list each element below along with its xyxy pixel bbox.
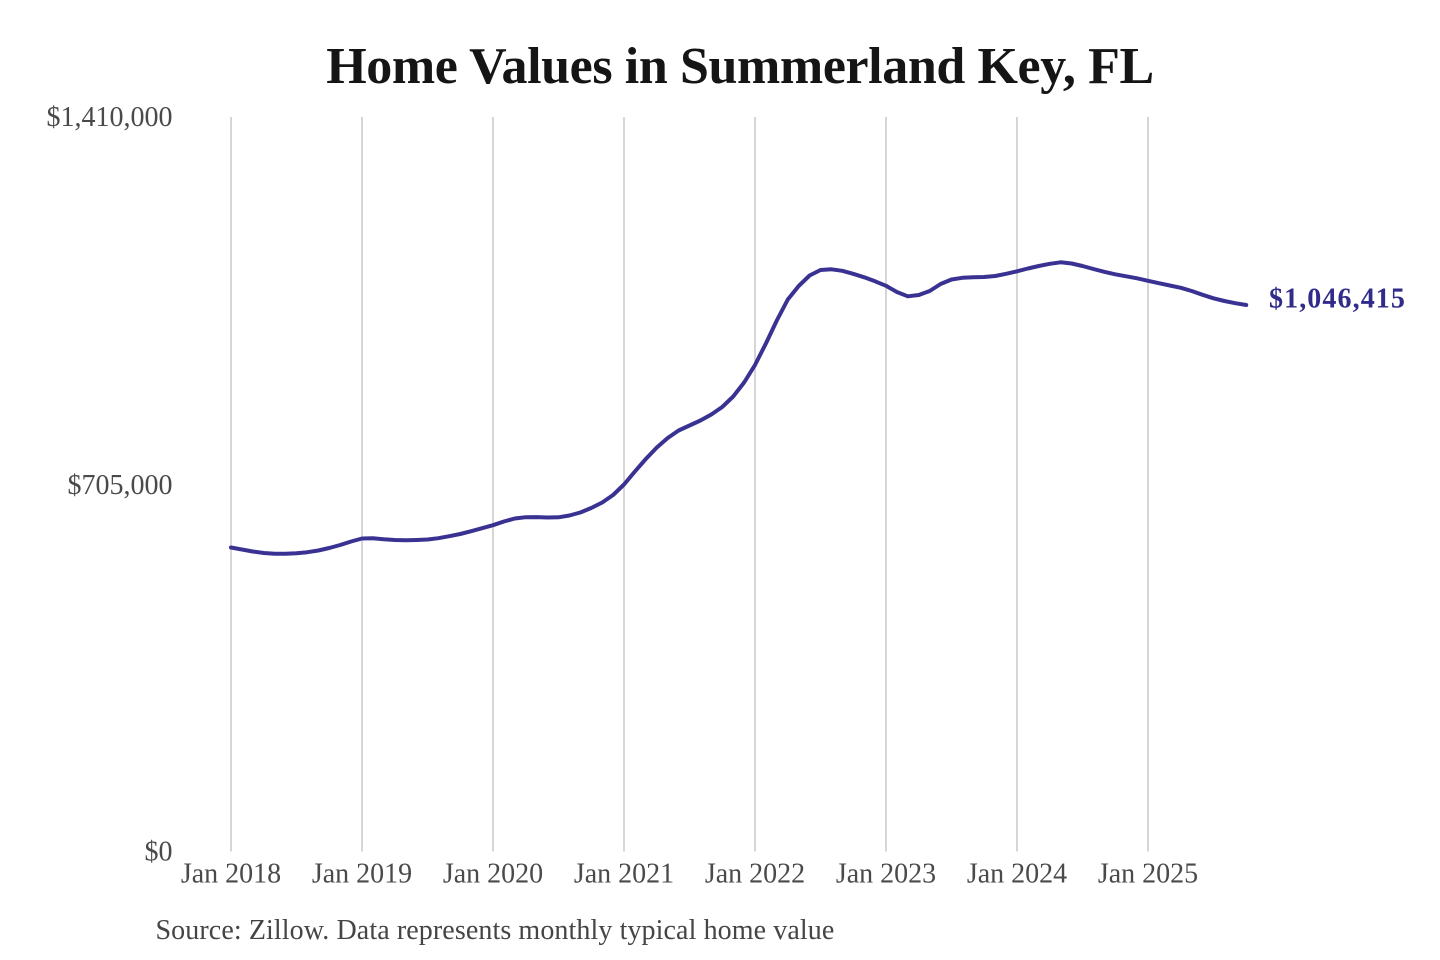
- svg-text:Jan 2025: Jan 2025: [1098, 859, 1198, 890]
- svg-text:Jan 2018: Jan 2018: [181, 859, 281, 890]
- svg-text:$1,046,415: $1,046,415: [1269, 284, 1406, 315]
- svg-text:Home Values in Summerland Key,: Home Values in Summerland Key, FL: [326, 38, 1154, 95]
- svg-text:Jan 2021: Jan 2021: [574, 859, 674, 890]
- svg-text:$705,000: $705,000: [68, 470, 173, 501]
- svg-text:Jan 2020: Jan 2020: [443, 859, 543, 890]
- svg-text:$0: $0: [145, 837, 173, 868]
- svg-text:Jan 2022: Jan 2022: [705, 859, 805, 890]
- svg-text:Jan 2019: Jan 2019: [312, 859, 412, 890]
- svg-text:Source: Zillow. Data represent: Source: Zillow. Data represents monthly …: [156, 915, 835, 946]
- svg-text:$1,410,000: $1,410,000: [47, 102, 173, 133]
- svg-text:Jan 2024: Jan 2024: [967, 859, 1067, 890]
- svg-text:Jan 2023: Jan 2023: [836, 859, 936, 890]
